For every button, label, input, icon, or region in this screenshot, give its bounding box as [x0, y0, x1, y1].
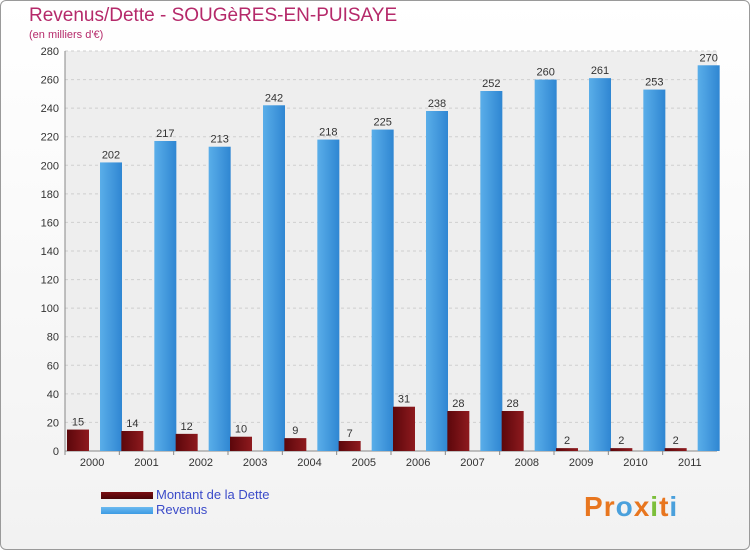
x-tick-label: 2007 [460, 457, 484, 469]
value-label-revenus: 238 [428, 98, 446, 110]
y-tick-label: 40 [47, 389, 59, 401]
bar-revenus [263, 105, 285, 452]
value-label-dette: 12 [181, 421, 193, 433]
bar-dette [230, 436, 252, 451]
chart-subtitle: (en milliers d'€) [29, 29, 104, 41]
x-tick-label: 2005 [352, 457, 376, 469]
value-label-revenus: 202 [102, 149, 120, 161]
value-label-revenus: 213 [210, 134, 228, 146]
bar-revenus [371, 129, 394, 452]
bar-revenus [697, 65, 720, 452]
logo-letter: i [669, 491, 679, 522]
value-label-dette: 7 [347, 428, 353, 440]
y-tick-label: 220 [41, 132, 59, 144]
value-label-dette: 14 [126, 418, 138, 430]
y-tick-label: 80 [47, 332, 59, 344]
bar-dette [284, 438, 307, 451]
bar-dette [447, 411, 470, 451]
bar-dette [67, 429, 89, 451]
value-label-revenus: 261 [591, 65, 609, 77]
proxiti-logo: Proxiti [584, 491, 678, 523]
value-label-dette: 2 [673, 435, 679, 447]
y-tick-label: 160 [41, 217, 59, 229]
bar-revenus [100, 162, 122, 451]
bar-revenus [589, 78, 611, 452]
y-tick-label: 200 [41, 160, 59, 172]
value-label-revenus: 253 [645, 77, 663, 89]
x-tick-label: 2009 [569, 457, 593, 469]
chart-title: Revenus/Dette - SOUGèRES-EN-PUISAYE [29, 5, 398, 26]
y-tick-label: 120 [41, 275, 59, 287]
bar-revenus [154, 141, 177, 451]
y-tick-label: 60 [47, 360, 59, 372]
bar-revenus [317, 139, 340, 452]
value-label-dette: 28 [452, 398, 464, 410]
legend-swatch-dette [101, 492, 153, 499]
bar-dette [556, 448, 578, 451]
y-tick-label: 140 [41, 246, 59, 258]
bar-dette [501, 411, 524, 451]
legend-label-revenus: Revenus [156, 502, 208, 517]
value-label-revenus: 225 [373, 117, 391, 129]
bar-dette [175, 433, 198, 451]
logo-letter: P [584, 491, 604, 522]
value-label-dette: 15 [72, 417, 84, 429]
value-label-revenus: 218 [319, 127, 337, 139]
bar-revenus [643, 89, 666, 452]
value-label-dette: 28 [507, 398, 519, 410]
value-label-revenus: 217 [156, 128, 174, 140]
x-tick-label: 2008 [515, 457, 539, 469]
bar-dette [393, 406, 415, 451]
value-label-revenus: 260 [536, 67, 554, 79]
bar-dette [121, 431, 144, 451]
x-tick-label: 2010 [623, 457, 647, 469]
value-label-dette: 31 [398, 394, 410, 406]
y-tick-label: 240 [41, 103, 59, 115]
logo-letter: t [659, 491, 670, 522]
bar-revenus [480, 91, 503, 451]
logo-letter: o [615, 491, 634, 522]
logo-letter: i [650, 491, 660, 522]
value-label-dette: 2 [618, 435, 624, 447]
y-tick-label: 280 [41, 46, 59, 58]
y-tick-label: 0 [53, 446, 59, 458]
bar-dette [610, 448, 633, 451]
value-label-dette: 9 [292, 425, 298, 437]
value-label-dette: 10 [235, 424, 247, 436]
x-tick-label: 2006 [406, 457, 430, 469]
value-label-dette: 2 [564, 435, 570, 447]
bar-dette [338, 441, 361, 451]
y-tick-label: 180 [41, 189, 59, 201]
x-tick-label: 2011 [678, 457, 702, 469]
value-label-revenus: 252 [482, 78, 500, 90]
y-tick-label: 100 [41, 303, 59, 315]
bar-dette [664, 448, 687, 451]
value-label-revenus: 242 [265, 92, 283, 104]
logo-letter: r [603, 491, 616, 522]
x-tick-label: 2001 [134, 457, 158, 469]
x-tick-label: 2003 [243, 457, 267, 469]
bar-revenus [426, 111, 448, 451]
y-tick-label: 20 [47, 417, 59, 429]
x-tick-label: 2000 [80, 457, 104, 469]
bar-revenus [208, 146, 231, 451]
bar-revenus [534, 79, 557, 452]
x-tick-label: 2004 [297, 457, 321, 469]
legend-label-dette: Montant de la Dette [156, 487, 270, 502]
y-tick-label: 260 [41, 75, 59, 87]
logo-letter: x [633, 491, 651, 522]
x-tick-label: 2002 [189, 457, 213, 469]
value-label-revenus: 270 [699, 52, 717, 64]
legend-swatch-revenus [101, 507, 153, 514]
